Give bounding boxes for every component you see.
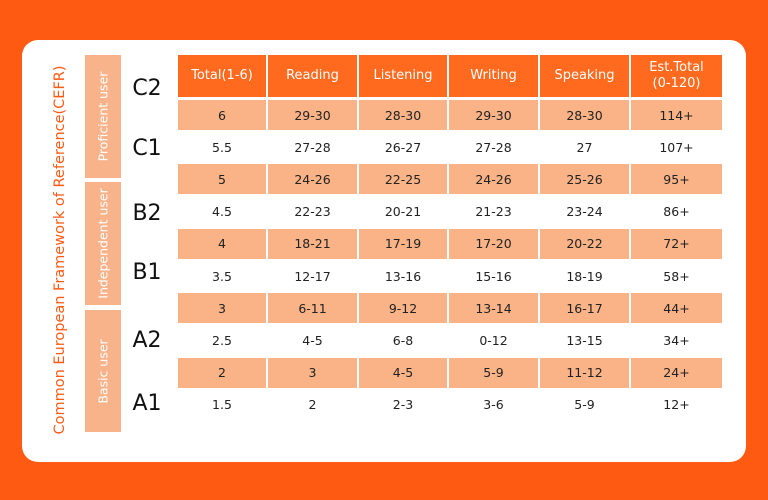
- level-label: B1: [132, 259, 162, 285]
- table-cell: 17-20: [449, 228, 538, 259]
- level-label: A1: [132, 390, 162, 416]
- group-label: Independent user: [85, 182, 121, 305]
- level-label: C1: [132, 135, 162, 161]
- table-cell: 58+: [663, 268, 690, 284]
- table-cell: 4-5: [359, 357, 447, 388]
- table-cell: 6: [178, 100, 266, 130]
- table-cell: 5: [178, 164, 266, 195]
- level-label: C2: [132, 75, 162, 101]
- table-cell: 0-12: [479, 332, 508, 348]
- table-cell: 27-28: [294, 139, 331, 155]
- table-cell: 24-26: [268, 164, 357, 195]
- table-cell: 21-23: [475, 204, 512, 220]
- table-cell: 2: [308, 397, 317, 413]
- table-cell: 3: [178, 293, 266, 324]
- table-cell: 44+: [631, 293, 722, 324]
- table-cell: 3.5: [212, 268, 232, 284]
- table-cell: 114+: [631, 100, 722, 130]
- table-cell: 5-9: [574, 397, 595, 413]
- table-cell: 16-17: [540, 293, 629, 324]
- table-cell: 24-26: [449, 164, 538, 195]
- table-cell: 72+: [631, 228, 722, 259]
- table-cell: 3: [268, 357, 357, 388]
- table-cell: 2.5: [212, 332, 232, 348]
- table-cell: 28-30: [359, 100, 447, 130]
- table-cell: 29-30: [449, 100, 538, 130]
- table-cell: 9-12: [359, 293, 447, 324]
- table-cell: 29-30: [268, 100, 357, 130]
- table-cell: 27-28: [475, 139, 512, 155]
- table-cell: 17-19: [359, 228, 447, 259]
- side-title: Common European Framework of Reference(C…: [52, 65, 68, 435]
- header-cell: Total(1-6): [178, 55, 266, 97]
- table-cell: 95+: [631, 164, 722, 195]
- table-cell: 12-17: [294, 268, 331, 284]
- table-cell: 4-5: [302, 332, 323, 348]
- group-label: Basic user: [85, 310, 121, 432]
- table-cell: 24+: [631, 357, 722, 388]
- table-cell: 20-22: [540, 228, 629, 259]
- table-cell: 4.5: [212, 204, 232, 220]
- table-cell: 18-19: [566, 268, 603, 284]
- table-cell: 3-6: [483, 397, 504, 413]
- header-cell: Listening: [359, 55, 447, 97]
- header-cell: Reading: [268, 55, 357, 97]
- group-label-text: Basic user: [95, 338, 111, 404]
- table-cell: 15-16: [475, 268, 512, 284]
- table-cell: 20-21: [384, 204, 422, 220]
- table-cell: 6-11: [268, 293, 357, 324]
- table-cell: 4: [178, 228, 266, 259]
- table-cell: 86+: [663, 204, 690, 220]
- header-cell: Writing: [449, 55, 538, 97]
- table-cell: 27: [576, 139, 593, 155]
- group-label-text: Independent user: [95, 188, 111, 299]
- header-cell: Speaking: [540, 55, 629, 97]
- table-cell: 5-9: [449, 357, 538, 388]
- table-cell: 13-15: [566, 332, 603, 348]
- level-label: A2: [132, 327, 162, 353]
- table-cell: 23-24: [566, 204, 603, 220]
- header-cell: Est.Total (0-120): [631, 55, 722, 97]
- group-label-text: Proficient user: [95, 71, 111, 162]
- table-cell: 13-16: [384, 268, 422, 284]
- table-cell: 28-30: [540, 100, 629, 130]
- table-cell: 18-21: [268, 228, 357, 259]
- level-label: B2: [132, 200, 162, 226]
- table-cell: 11-12: [540, 357, 629, 388]
- table-cell: 22-25: [359, 164, 447, 195]
- table-cell: 25-26: [540, 164, 629, 195]
- table-cell: 2: [178, 357, 266, 388]
- table-cell: 6-8: [392, 332, 414, 348]
- table-cell: 5.5: [212, 139, 232, 155]
- table-cell: 34+: [663, 332, 690, 348]
- table-cell: 107+: [659, 139, 694, 155]
- table-cell: 22-23: [294, 204, 331, 220]
- table-cell: 1.5: [212, 397, 232, 413]
- group-label: Proficient user: [85, 55, 121, 178]
- table-cell: 13-14: [449, 293, 538, 324]
- table-cell: 12+: [663, 397, 690, 413]
- table-cell: 2-3: [392, 397, 414, 413]
- table-cell: 26-27: [384, 139, 422, 155]
